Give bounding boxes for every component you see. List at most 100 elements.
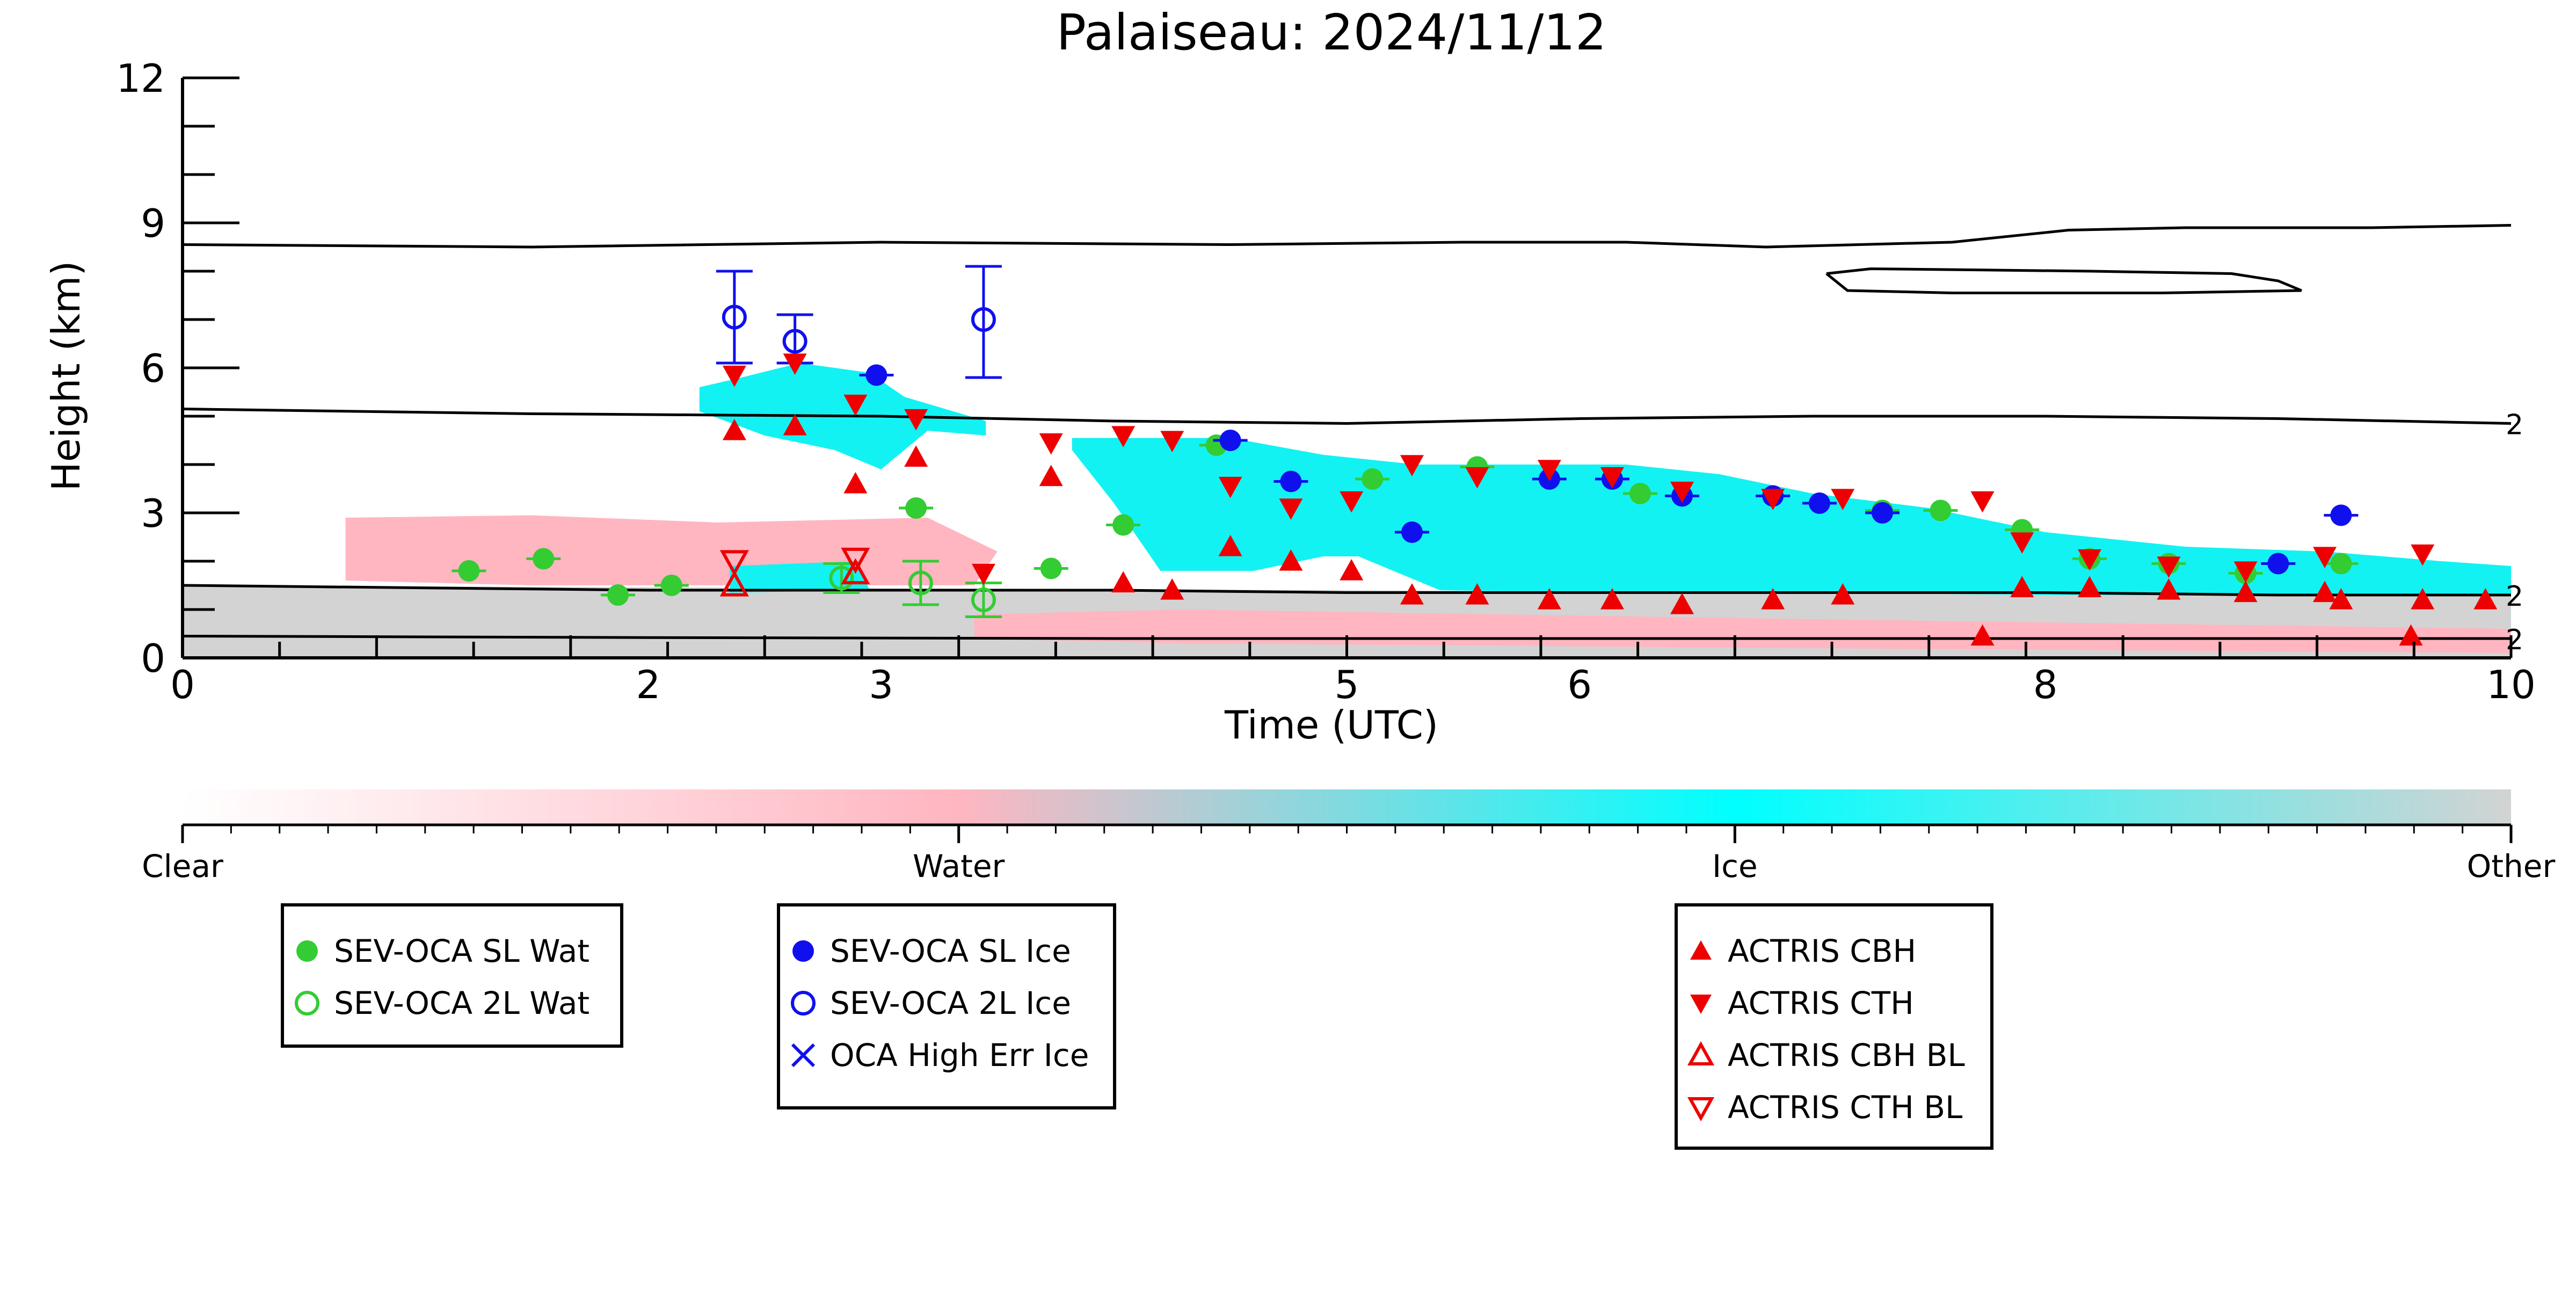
sev-oca-sl-wat-point <box>905 497 927 519</box>
legend-box: ACTRIS CBH ACTRIS CTH ACTRIS CBH BL ACTRIS … <box>1675 903 1993 1150</box>
actris-cbh-point <box>1218 535 1242 556</box>
y-tick-label: 6 <box>141 346 165 391</box>
sev-oca-sl-ice-point <box>865 364 887 386</box>
actris-cth-point <box>2313 547 2337 568</box>
legend-label: SEV-OCA 2L Ice <box>830 985 1071 1021</box>
legend-label: SEV-OCA SL Ice <box>830 933 1071 969</box>
sev-oca-2l-ice-legend-marker <box>791 991 816 1016</box>
oca-high-err-ice-legend-marker-stroke <box>791 1043 816 1068</box>
colorbar-label: Water <box>913 848 1005 884</box>
sev-oca-sl-wat-point <box>1112 514 1134 536</box>
x-tick-label: 0 <box>170 662 195 707</box>
colorbar-label: Other <box>2467 848 2556 884</box>
actris-cbh-point <box>843 472 868 494</box>
ice-region <box>1072 438 2511 595</box>
actris-cbh-point <box>2078 576 2102 598</box>
actris-cbh-point <box>2010 576 2034 598</box>
actris-cbh-point <box>2233 581 2258 603</box>
actris-cth-point <box>1279 498 1303 520</box>
legend-label: ACTRIS CTH <box>1728 985 1914 1021</box>
contour-label: 2 <box>2506 624 2523 656</box>
actris-cbh-point <box>2157 578 2181 600</box>
actris-cbh-legend-marker <box>1690 940 1712 960</box>
actris-cbh-point <box>1039 465 1063 487</box>
legend-box: SEV-OCA SL Ice SEV-OCA 2L Ice OCA High Err… <box>777 903 1116 1109</box>
contour-label: 2 <box>2506 409 2523 441</box>
x-tick-label: 8 <box>2033 662 2058 707</box>
sev-oca-sl-wat-point <box>2330 553 2352 575</box>
x-tick-label: 3 <box>869 662 893 707</box>
sev-oca-sl-ice-point <box>2267 553 2289 575</box>
actris-cth-point <box>1340 491 1364 513</box>
actris-cth-bl-legend-marker <box>1687 1097 1715 1122</box>
colorbar-label: Ice <box>1712 848 1758 884</box>
actris-cbh-point <box>1670 593 1694 614</box>
sev-oca-sl-ice-point <box>2330 504 2352 526</box>
colorbar-label: Clear <box>142 848 223 884</box>
actris-cbh-point <box>1111 571 1136 593</box>
actris-cbh-point <box>722 419 746 440</box>
actris-cth-point <box>2411 544 2435 566</box>
actris-cth-point <box>2078 549 2102 571</box>
y-axis-label: Height (km) <box>43 261 89 491</box>
sev-oca-2l-ice-point <box>722 304 747 330</box>
contour-line <box>182 224 2512 249</box>
actris-cth-point <box>843 394 868 416</box>
oca-high-err-ice-legend-marker <box>791 1043 816 1068</box>
actris-cth-point <box>1761 489 1785 510</box>
legends: SEV-OCA SL Wat SEV-OCA 2L Wat SEV-OCA SL I… <box>281 903 1993 1150</box>
sev-oca-sl-wat-point <box>1930 499 1952 521</box>
actris-cbh-point <box>2313 581 2337 603</box>
cloud-mask-regions <box>183 363 2511 658</box>
legend-frame <box>777 903 1116 1109</box>
contour-line <box>182 408 2512 425</box>
actris-cth-point <box>971 563 995 585</box>
y-tick-label: 3 <box>141 491 165 536</box>
actris-cth-point <box>2233 561 2258 583</box>
sev-oca-2l-wat-point <box>829 565 854 591</box>
actris-cbh-point <box>2329 588 2353 610</box>
legend-label: OCA High Err Ice <box>830 1037 1089 1074</box>
sev-oca-sl-ice-legend-marker <box>792 940 814 962</box>
actris-cbh-point <box>1340 559 1364 581</box>
actris-cbh-point <box>904 445 928 467</box>
x-tick-label: 2 <box>636 662 660 707</box>
sev-oca-sl-wat-point <box>1629 483 1651 504</box>
sev-oca-sl-wat-point <box>660 575 682 596</box>
actris-cth-point <box>1600 467 1624 489</box>
actris-cbh-point <box>2473 588 2498 610</box>
x-tick-label: 5 <box>1335 662 1359 707</box>
sev-oca-sl-ice-point <box>1280 470 1302 492</box>
colorbar: Clear Water Ice Other <box>142 789 2555 884</box>
y-tick-label: 9 <box>141 201 165 246</box>
sev-oca-sl-wat-point <box>1362 468 1384 490</box>
legend-label: SEV-OCA 2L Wat <box>334 985 590 1021</box>
actris-cth-point <box>1465 467 1489 489</box>
actris-cbh-point <box>783 414 807 436</box>
sev-oca-sl-wat-point <box>458 560 480 582</box>
actris-cth-point <box>1670 481 1694 503</box>
contour-label: 2 <box>2506 581 2523 613</box>
legend-frame <box>281 903 623 1048</box>
sev-oca-2l-ice-point <box>782 329 807 354</box>
y-tick-label: 12 <box>116 56 165 101</box>
actris-cbh-point <box>1400 583 1424 605</box>
actris-cth-point <box>783 353 807 375</box>
actris-cth-point <box>1160 431 1184 452</box>
actris-cbh-point <box>1537 588 1561 610</box>
actris-cbh-point <box>1160 578 1184 600</box>
actris-cth-point <box>1831 489 1855 510</box>
legend-box: SEV-OCA SL Wat SEV-OCA 2L Wat <box>281 903 623 1048</box>
actris-cth-point <box>1039 433 1063 455</box>
actris-cth-point <box>1537 460 1561 481</box>
legend-label: ACTRIS CBH <box>1728 933 1916 969</box>
x-axis-label: Time (UTC) <box>1224 702 1438 748</box>
legend-label: ACTRIS CTH BL <box>1728 1089 1962 1126</box>
sev-oca-2l-ice-point <box>971 307 996 332</box>
actris-cth-point <box>904 409 928 431</box>
actris-cbh-point <box>1600 588 1624 610</box>
x-tick-label: 6 <box>1567 662 1592 707</box>
actris-cbh-point <box>1970 624 1995 646</box>
sev-oca-sl-ice-point <box>1219 430 1241 451</box>
